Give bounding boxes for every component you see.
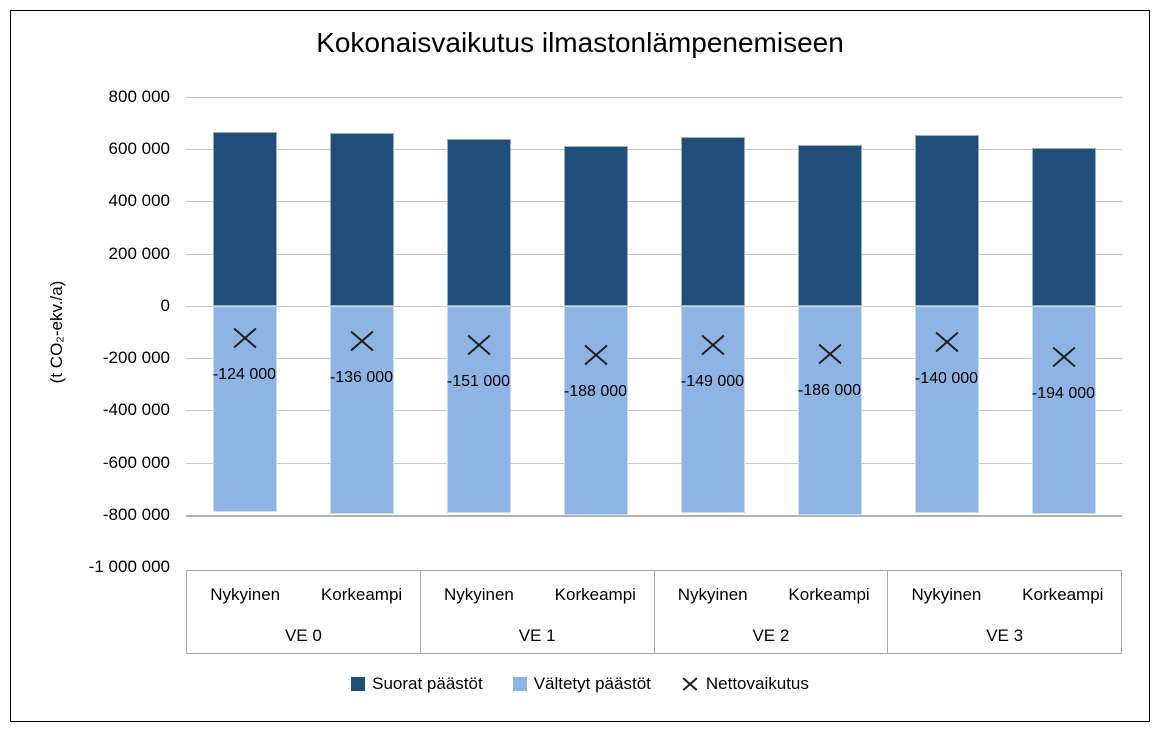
- group-label: VE 1: [518, 625, 556, 645]
- x-axis-category-area: Nykyinen Korkeampi VE 0 Nykyinen Korkeampi VE…: [186, 570, 1122, 654]
- gridline: [186, 462, 1122, 464]
- chart-title: Kokonaisvaikutus ilmastonlämpenemiseen: [316, 27, 844, 58]
- legend-item: Vältetyt päästöt: [512, 674, 651, 694]
- bar-suorat-paastot: [563, 146, 628, 306]
- gridline: [186, 253, 1122, 255]
- legend-item: Suorat päästöt: [351, 674, 483, 694]
- y-tick-label: -800 000: [102, 504, 170, 524]
- group-label: VE 0: [284, 625, 322, 645]
- y-tick-label: 0: [160, 295, 170, 315]
- bar-suorat-paastot: [914, 135, 979, 306]
- legend-swatch: [512, 677, 527, 691]
- y-tick-label: -1 000 000: [88, 557, 170, 576]
- bar-suorat-paastot: [1031, 148, 1096, 306]
- category-group: Nykyinen Korkeampi VE 0: [187, 571, 421, 653]
- nettovaikutus-data-label: -140 000: [914, 370, 979, 388]
- bar-valtetyt-paastot: [1031, 305, 1096, 514]
- bar-valtetyt-paastot: [797, 305, 862, 516]
- category-label: Nykyinen: [677, 584, 748, 604]
- legend-label: Nettovaikutus: [705, 674, 809, 693]
- gridline: [186, 514, 1122, 517]
- gridline: [186, 97, 1122, 98]
- legend-label: Suorat päästöt: [372, 674, 483, 693]
- nettovaikutus-data-label: -136 000: [329, 369, 394, 387]
- bar-suorat-paastot: [329, 133, 394, 306]
- nettovaikutus-marker: [817, 342, 843, 366]
- y-tick-label: 800 000: [108, 87, 170, 106]
- nettovaikutus-marker: [349, 329, 375, 353]
- gridline: [186, 305, 1122, 307]
- nettovaikutus-data-label: -149 000: [680, 372, 745, 390]
- y-tick-label: 400 000: [108, 191, 170, 211]
- gridline: [186, 201, 1122, 203]
- category-label: Korkeampi: [1022, 584, 1104, 604]
- category-group: Nykyinen Korkeampi VE 3: [888, 571, 1121, 653]
- nettovaikutus-marker: [232, 326, 258, 350]
- category-label: Nykyinen: [210, 584, 281, 604]
- category-sublabels: Nykyinen Korkeampi: [187, 571, 420, 618]
- nettovaikutus-data-label: -124 000: [212, 366, 277, 384]
- category-sublabels: Nykyinen Korkeampi: [421, 571, 654, 618]
- bar-suorat-paastot: [446, 138, 511, 306]
- category-label: Korkeampi: [554, 584, 636, 604]
- gridline: [186, 149, 1122, 151]
- nettovaikutus-data-label: -151 000: [446, 373, 511, 391]
- y-tick-label: -400 000: [102, 400, 170, 420]
- gridline: [186, 410, 1122, 412]
- category-sublabels: Nykyinen Korkeampi: [888, 571, 1121, 618]
- plot-area: -124 000 -136 000 -151 000 -188 000 -149 000…: [186, 97, 1122, 567]
- category-label: Korkeampi: [788, 584, 870, 604]
- legend-label: Vältetyt päästöt: [533, 674, 651, 693]
- bar-suorat-paastot: [680, 137, 745, 306]
- y-tick-label: 200 000: [108, 243, 170, 263]
- nettovaikutus-data-label: -188 000: [563, 382, 628, 400]
- legend-swatch: [351, 677, 366, 691]
- y-tick-label: -600 000: [102, 452, 170, 472]
- group-label: VE 3: [986, 625, 1024, 645]
- nettovaikutus-data-label: -194 000: [1031, 384, 1096, 402]
- bar-valtetyt-paastot: [563, 305, 628, 515]
- nettovaikutus-marker: [583, 343, 609, 367]
- legend-x-marker: [681, 675, 699, 693]
- bar-suorat-paastot: [797, 145, 862, 306]
- y-tick-label: 600 000: [108, 139, 170, 159]
- category-label: Korkeampi: [320, 584, 403, 604]
- nettovaikutus-marker: [700, 333, 726, 357]
- category-sublabels: Nykyinen Korkeampi: [655, 571, 888, 618]
- group-label: VE 2: [752, 625, 790, 645]
- bar-valtetyt-paastot: [914, 305, 979, 513]
- nettovaikutus-marker: [466, 333, 492, 357]
- nettovaikutus-marker: [1051, 345, 1077, 369]
- legend: Suorat päästöt Vältetyt päästöt Nettovaiku…: [0, 671, 1160, 697]
- category-label: Nykyinen: [911, 584, 982, 604]
- chart-border: [10, 10, 1150, 722]
- category-group: Nykyinen Korkeampi VE 2: [655, 571, 889, 653]
- bar-suorat-paastot: [212, 132, 277, 306]
- y-tick-label: -200 000: [102, 348, 170, 368]
- category-group: Nykyinen Korkeampi VE 1: [421, 571, 655, 653]
- legend-item: Nettovaikutus: [681, 674, 809, 694]
- nettovaikutus-marker: [934, 330, 960, 354]
- category-label: Nykyinen: [443, 584, 514, 604]
- nettovaikutus-data-label: -186 000: [797, 382, 862, 400]
- gridline: [186, 358, 1122, 360]
